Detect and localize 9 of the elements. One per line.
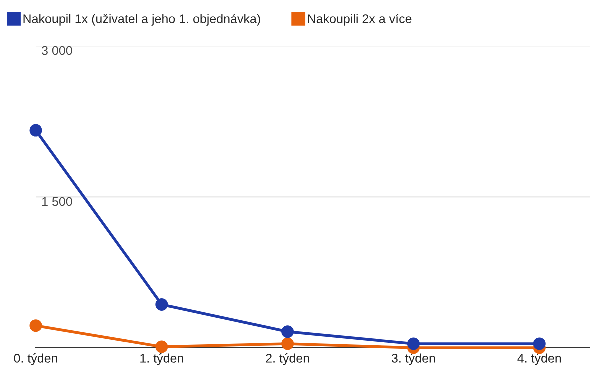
y-tick-label: 3 000 <box>42 46 72 56</box>
x-tick-label: 2. týden <box>266 354 310 366</box>
legend-label: Nakoupili 2x a více <box>308 14 412 26</box>
x-tick-label: 0. týden <box>14 354 58 366</box>
y-tick-label: 1 500 <box>42 197 72 206</box>
x-tick-label: 1. týden <box>140 354 184 366</box>
x-tick-label: 4. týden <box>518 354 562 366</box>
legend-label: Nakoupil 1x (uživatel a jeho 1. objednávka) <box>24 14 260 26</box>
x-tick-label: 3. týden <box>392 354 436 366</box>
